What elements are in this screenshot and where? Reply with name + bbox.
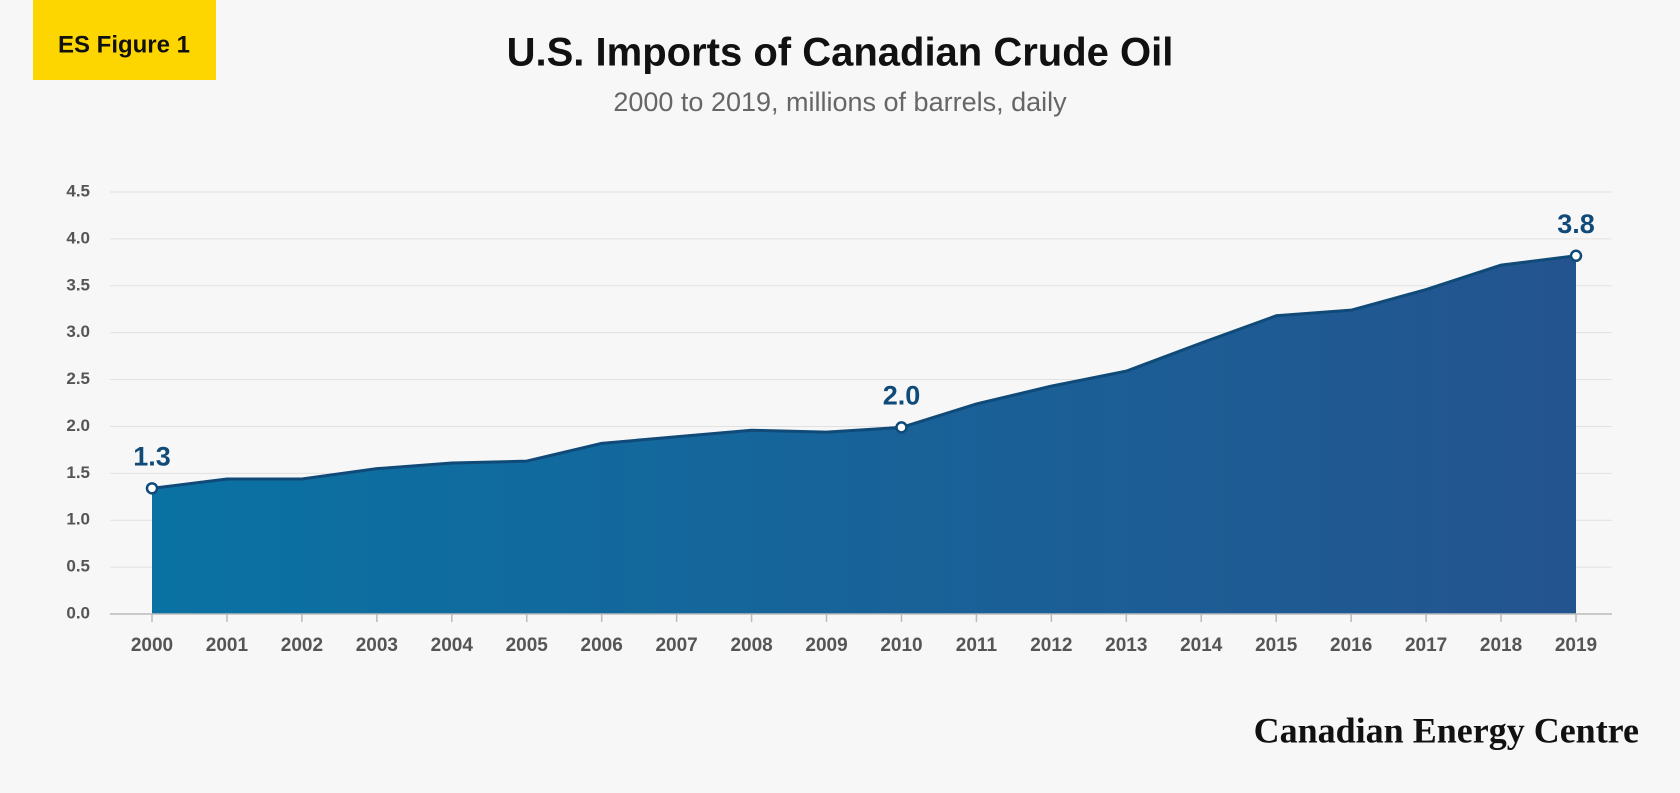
x-tick-label: 2005 — [506, 635, 549, 656]
y-tick-label: 2.0 — [66, 416, 90, 435]
x-tick-label: 2017 — [1405, 635, 1447, 656]
x-tick-label: 2006 — [581, 635, 623, 656]
x-tick-label: 2012 — [1030, 635, 1072, 656]
x-tick-label: 2019 — [1555, 635, 1597, 656]
point — [895, 421, 908, 434]
value-label: 1.3 — [133, 441, 171, 471]
y-tick-label: 3.5 — [66, 275, 90, 294]
badge: ES Figure 1 — [58, 31, 190, 58]
y-tick-label: 2.5 — [66, 369, 90, 388]
y-tick-label: 1.5 — [66, 463, 90, 482]
point — [1569, 249, 1583, 263]
x-tick-label: 2001 — [206, 635, 249, 656]
x-tick-label: 2000 — [131, 635, 173, 656]
area-line — [151, 254, 1577, 490]
y-tick-label: 4.5 — [66, 181, 90, 200]
y-tick-label: 4.0 — [66, 228, 90, 247]
y-tick-label: 1.0 — [66, 510, 90, 529]
x-tick-label: 2003 — [356, 635, 398, 656]
x-tick-label: 2010 — [880, 635, 922, 656]
chart-subtitle: 2000 to 2019, millions of barrels, daily — [613, 87, 1067, 117]
x-tick-label: 2015 — [1255, 635, 1298, 656]
x-tick-label: 2002 — [281, 635, 323, 656]
value-label: 3.8 — [1557, 209, 1595, 239]
credit: Canadian Energy Centre — [1254, 710, 1639, 750]
x-tick-label: 2011 — [956, 635, 998, 656]
y-tick-label: 0.5 — [66, 557, 90, 576]
x-tick-label: 2007 — [655, 635, 697, 656]
point — [145, 482, 159, 495]
x-tick-label: 2004 — [431, 635, 474, 656]
x-tick-label: 2016 — [1330, 635, 1372, 656]
x-tick-label: 2018 — [1480, 635, 1522, 656]
value-label: 2.0 — [883, 381, 921, 411]
chart-title: U.S. Imports of Canadian Crude Oil — [507, 31, 1174, 75]
badge-box — [33, 0, 216, 80]
y-tick-label: 3.0 — [66, 322, 90, 341]
y-tick-label: 0.0 — [66, 603, 90, 622]
x-tick-label: 2008 — [730, 635, 772, 656]
x-tick-label: 2009 — [805, 635, 847, 656]
x-tick-label: 2013 — [1105, 635, 1147, 656]
area — [152, 255, 1576, 614]
x-tick-label: 2014 — [1180, 635, 1223, 656]
